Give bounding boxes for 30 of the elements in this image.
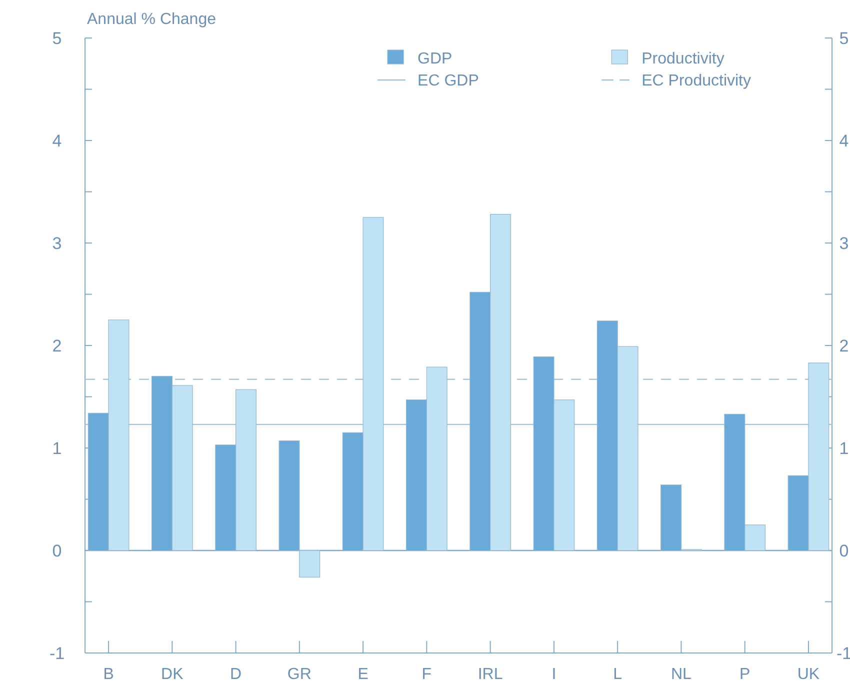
y2-tick-label: 3	[839, 234, 849, 253]
x-tick-label: GR	[287, 666, 312, 683]
legend-label: Productivity	[642, 50, 724, 68]
x-tick-label: P	[739, 666, 750, 683]
x-tick-label: I	[552, 666, 556, 683]
y-tick-label: 5	[52, 28, 62, 48]
y2-tick-label: 4	[839, 131, 849, 150]
y-axis-title: Annual % Change	[87, 11, 216, 28]
y2-tick-label: 2	[839, 336, 849, 356]
y-tick-label: 2	[52, 336, 62, 356]
x-tick-label: DK	[161, 666, 184, 683]
y2-tick-label: 5	[839, 28, 849, 48]
legend-label: EC Productivity	[642, 72, 752, 90]
legend-label: EC GDP	[418, 72, 479, 90]
x-tick-label: E	[358, 666, 368, 683]
y-tick-label: 0	[52, 541, 62, 560]
y2-tick-label: 0	[839, 541, 849, 560]
legend-label: GDP	[418, 50, 452, 68]
x-tick-label: L	[613, 666, 622, 683]
y-tick-label: 3	[52, 234, 62, 253]
x-tick-label: D	[230, 666, 242, 683]
x-tick-label: B	[103, 666, 114, 683]
y-tick-label: 1	[52, 438, 62, 458]
x-tick-label: NL	[670, 666, 692, 683]
x-tick-label: UK	[797, 666, 820, 683]
y-tick-label: -1	[49, 644, 65, 663]
x-tick-label: F	[422, 666, 432, 683]
y-tick-label: 4	[52, 131, 62, 150]
x-tick-label: IRL	[478, 666, 503, 683]
y2-tick-label: 1	[839, 438, 849, 458]
